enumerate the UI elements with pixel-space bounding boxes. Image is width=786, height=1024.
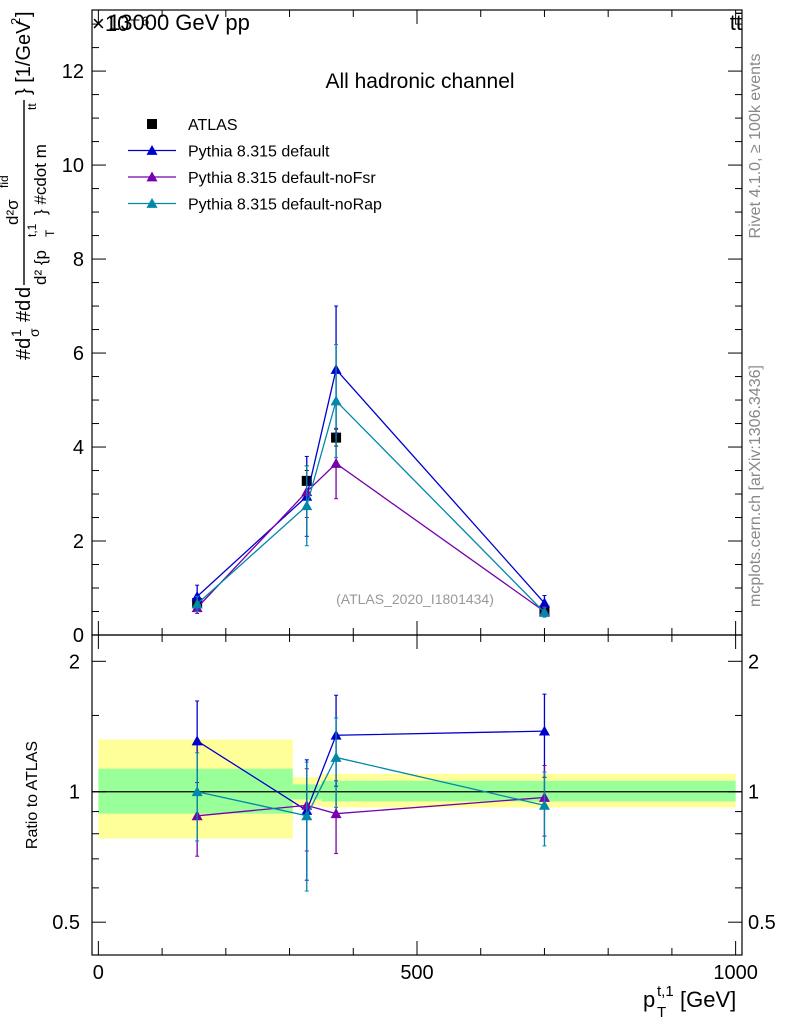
ratio-data-point: [191, 735, 203, 746]
y-label-t-sub: T: [43, 229, 57, 237]
x-tick-label: 0: [93, 962, 104, 984]
legend-label: ATLAS: [188, 117, 238, 134]
series-pythia-8-315-default-norap: [191, 344, 550, 618]
ratio-series-group: [191, 693, 550, 892]
ratio-panel: 0.5 0.5 1 1 2 2 0 500 1000: [52, 634, 776, 984]
series-pythia-8-315-default-nofsr: [191, 427, 550, 617]
main-y-axis-label: #d 1 σ #d d d²σ fid d² {p T t,1 } #cdot …: [0, 11, 57, 360]
ratio-uncertainty-bands: [98, 739, 736, 839]
x-label-unit: [GeV]: [680, 987, 736, 1012]
main-y-tick-label: 8: [73, 249, 84, 271]
legend-item: ATLAS: [147, 117, 238, 134]
source-label: mcplots.cern.ch [arXiv:1306.3436]: [747, 365, 764, 607]
main-axes: 0 2 4 6 8 10 12: [62, 9, 743, 647]
data-point: [191, 590, 203, 601]
y-label-t1-sup: t,1: [25, 223, 39, 237]
ratio-band-inner: [321, 780, 736, 802]
ratio-series-line: [196, 730, 545, 812]
ratio-data-point: [538, 799, 550, 810]
y-label-unit-close: ]: [13, 11, 35, 17]
main-y-tick-label: 4: [73, 437, 84, 459]
ratio-data-point: [301, 810, 313, 821]
ratio-data-point: [191, 786, 203, 797]
y-label-unit: } [1/GeV: [13, 20, 35, 95]
ratio-data-point: [330, 808, 342, 819]
ratio-axes: 0.5 0.5 1 1 2 2 0 500 1000: [52, 634, 776, 984]
legend-item: Pythia 8.315 default-noFsr: [128, 170, 376, 187]
y-label-d1: #d: [13, 338, 35, 360]
main-y-tick-label: 12: [62, 61, 84, 83]
data-point: [330, 457, 342, 468]
series-line: [196, 399, 545, 613]
main-frame: [91, 9, 743, 636]
main-y-tick-label: 10: [62, 155, 84, 177]
ratio-series-line: [197, 796, 545, 817]
series-pythia-8-315-default: [191, 305, 550, 612]
data-point: [330, 395, 342, 406]
legend-marker: [146, 145, 158, 155]
ratio-data-point: [330, 751, 342, 762]
main-panel: All hadronic channel (ATLAS_2020_I180143…: [62, 9, 743, 647]
x-tick-label: 1000: [713, 962, 758, 984]
legend: ATLAS Pythia 8.315 default Pythia 8.315 de…: [128, 117, 382, 214]
y-label-unit-exp: 2: [8, 18, 23, 25]
y-label-d: d: [13, 287, 35, 298]
ratio-y-tick-label-right: 2: [748, 651, 759, 673]
legend-label: Pythia 8.315 default-noRap: [188, 197, 382, 214]
legend-marker: [146, 198, 158, 208]
legend-marker: [147, 119, 157, 129]
data-point: [538, 606, 550, 617]
ratio-data-point: [538, 725, 550, 736]
y-label-one: 1: [8, 329, 24, 337]
series-line: [196, 368, 545, 604]
x-label-sub: T: [657, 1004, 666, 1021]
y-label-denominator: d² {p: [31, 250, 50, 285]
ratio-series-pythia-8-315-default-norap: [191, 717, 550, 892]
main-y-tick-label: 6: [73, 343, 84, 365]
main-y-tick-label: 0: [73, 625, 84, 647]
series-atlas: [192, 428, 550, 616]
y-label-numerator: d²σ: [3, 199, 22, 225]
data-point: [191, 598, 203, 609]
ratio-y-tick-label-right: 0.5: [748, 912, 776, 934]
ratio-series-line: [197, 756, 545, 817]
x-label-p: p: [643, 987, 655, 1012]
data-point: [301, 500, 313, 511]
main-y-tick-label: 2: [73, 531, 84, 553]
exponent-label: ×10⁻⁶: [92, 11, 150, 36]
y-label-cdot-m: } #cdot m: [31, 144, 50, 215]
legend-label: Pythia 8.315 default-noFsr: [188, 170, 376, 187]
energy-label: 13000 GeV pp: [108, 10, 250, 35]
data-point: [538, 597, 550, 608]
ratio-y-tick-label: 0.5: [52, 912, 80, 934]
x-axis-label: p T t,1 [GeV]: [643, 983, 736, 1021]
y-label-d2: #d: [13, 300, 35, 322]
chart-title: All hadronic channel: [325, 70, 514, 93]
ratio-y-tick-label: 2: [69, 651, 80, 673]
legend-label: Pythia 8.315 default: [188, 144, 330, 161]
series-line: [196, 462, 545, 613]
legend-item: Pythia 8.315 default-noRap: [128, 197, 382, 214]
x-tick-label: 500: [400, 962, 433, 984]
rivet-label: Rivet 4.1.0, ≥ 100k events: [747, 54, 764, 239]
y-label-sigma: σ: [26, 328, 42, 337]
x-label-sup: t,1: [657, 983, 674, 1000]
y-label-tt: tt: [25, 103, 39, 110]
y-label-fid: fid: [0, 175, 11, 188]
ratio-y-tick-label-right: 1: [748, 782, 759, 804]
legend-marker: [146, 171, 158, 182]
legend-item: Pythia 8.315 default: [128, 144, 330, 161]
main-series-group: [191, 305, 550, 618]
watermark-label: (ATLAS_2020_I1801434): [336, 591, 494, 607]
ratio-y-axis-label: Ratio to ATLAS: [24, 741, 41, 849]
ratio-y-tick-label: 1: [69, 782, 80, 804]
